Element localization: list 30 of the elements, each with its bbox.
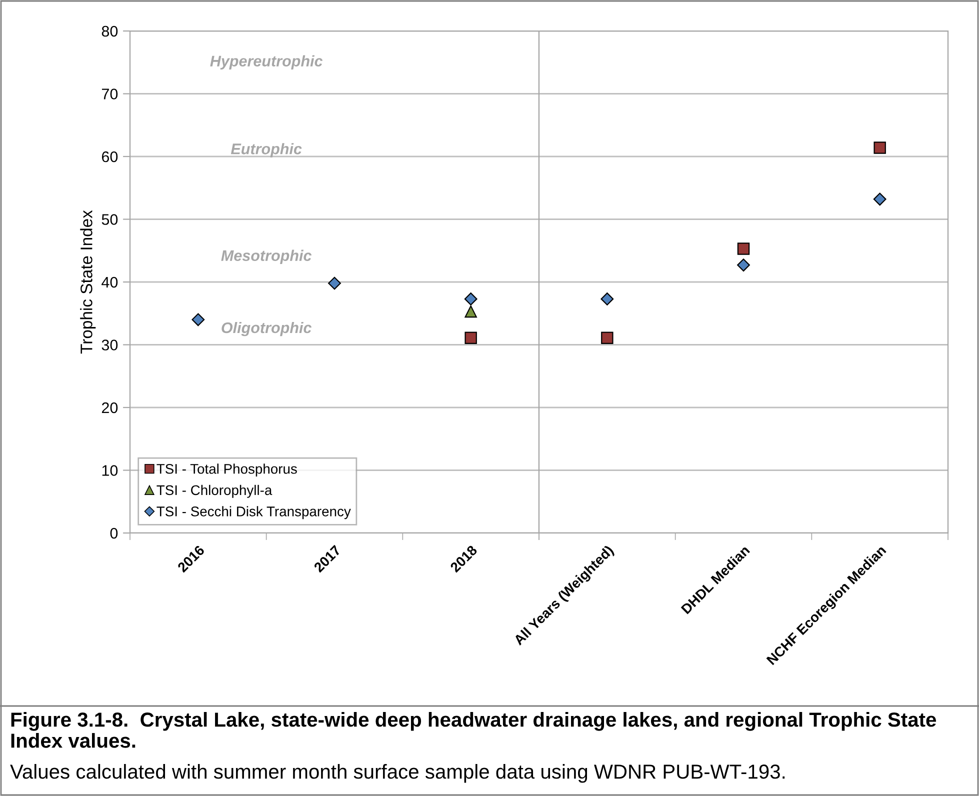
- point: [192, 313, 205, 326]
- point: [737, 242, 750, 255]
- point: [464, 332, 477, 344]
- legend-label: TSI - Total Phosphorus: [156, 464, 297, 477]
- y-axis-title: Trophic State Index: [80, 210, 96, 354]
- y-tick-label: 20: [102, 402, 118, 414]
- point: [873, 192, 886, 206]
- point: [737, 258, 750, 272]
- annotation: Oligotrophic: [222, 322, 312, 336]
- y-tick-label: 60: [102, 151, 118, 162]
- y-tick-label: 80: [102, 26, 118, 37]
- y-tick-label: 0: [110, 528, 118, 539]
- point: [328, 276, 341, 290]
- annotation: Mesotrophic: [221, 250, 312, 264]
- annotation: Hypereutrophic: [210, 55, 323, 70]
- legend-label: TSI - Secchi Disk Transparency: [156, 506, 351, 520]
- text: Values calculated with summer month surface sample data using WDNR PUB-WT-193.: [10, 764, 785, 783]
- y-tick-label: 70: [102, 88, 118, 100]
- text: Figure 3.1-8. Crystal Lake, state-wide deep headwater drainage lakes, and regional Trophic State Index values.: [11, 712, 936, 748]
- y-tick-label: 50: [102, 214, 118, 225]
- legend-label: TSI - Chlorophyll-a: [156, 484, 272, 498]
- y-tick-label: 10: [102, 465, 118, 476]
- y-tick-label: 30: [102, 340, 118, 350]
- point: [874, 142, 886, 154]
- y-tick-label: 40: [102, 276, 118, 288]
- annotation: Eutrophic: [230, 143, 302, 158]
- point: [601, 332, 614, 344]
- point: [464, 305, 477, 318]
- point: [464, 292, 478, 306]
- point: [600, 292, 614, 306]
